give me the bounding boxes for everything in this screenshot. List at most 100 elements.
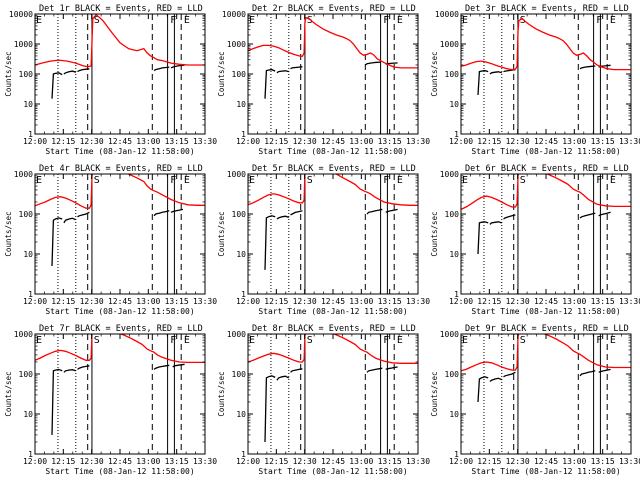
x-tick-label: 12:00 [236, 297, 260, 306]
x-axis-label: Start Time (08-Jan-12 11:58:00) [471, 147, 620, 156]
plot-area [461, 17, 631, 96]
panel-title: Det 7r BLACK = Events, RED = LLD [39, 324, 203, 334]
y-tick-label: 1 [454, 290, 459, 299]
x-tick-label: 13:15 [165, 137, 189, 146]
events-segment-3 [290, 66, 303, 70]
marker-s: S [307, 15, 313, 26]
events-segment-5 [598, 211, 611, 217]
x-tick-label: 12:15 [264, 297, 288, 306]
events-segment-2 [63, 369, 77, 373]
plot-frame [34, 333, 206, 455]
events-segment-5 [598, 368, 611, 373]
y-tick-label: 1000 [440, 170, 459, 179]
events-segment-1 [51, 72, 63, 99]
events-segment-4 [153, 66, 170, 72]
events-segment-2 [276, 375, 290, 381]
plot-area [461, 174, 631, 255]
x-tick-label: 12:45 [534, 297, 558, 306]
events-segment-4 [364, 61, 381, 66]
x-tick-label: 13:30 [193, 137, 217, 146]
x-tick-label: 13:30 [406, 137, 430, 146]
plot-area [248, 174, 418, 270]
y-tick-label: 1 [241, 130, 246, 139]
x-tick-label: 12:00 [236, 137, 260, 146]
events-segment-1 [477, 69, 489, 96]
plot-frame [460, 173, 632, 295]
x-tick-label: 13:00 [136, 297, 160, 306]
lld-line [461, 17, 631, 71]
x-tick-label: 13:15 [591, 137, 615, 146]
y-tick-label: 100 [232, 210, 247, 219]
x-tick-label: 13:15 [378, 137, 402, 146]
x-tick-label: 13:00 [349, 297, 373, 306]
y-tick-label: 100 [19, 210, 34, 219]
x-tick-label: 12:45 [108, 297, 132, 306]
y-tick-label: 1 [454, 130, 459, 139]
x-axis-label: Start Time (08-Jan-12 11:58:00) [471, 307, 620, 316]
events-segment-2 [276, 215, 290, 220]
events-segment-4 [366, 367, 383, 373]
y-tick-label: 100 [232, 70, 247, 79]
x-tick-label: 13:30 [619, 297, 640, 306]
panel-title: Det 4r BLACK = Events, RED = LLD [39, 164, 203, 174]
marker-e: E [610, 175, 616, 186]
events-segment-1 [264, 375, 276, 443]
marker-e: E [249, 335, 255, 346]
x-tick-label: 12:15 [51, 137, 75, 146]
x-tick-label: 12:45 [534, 457, 558, 466]
lld-line [35, 14, 205, 68]
marker-f: F [383, 175, 389, 186]
x-tick-label: 13:15 [591, 457, 615, 466]
marker-e: E [36, 15, 42, 26]
x-tick-label: 12:00 [449, 457, 473, 466]
x-tick-label: 12:45 [108, 457, 132, 466]
lld-line [248, 334, 418, 364]
events-segment-1 [51, 217, 63, 267]
events-segment-3 [77, 68, 90, 73]
x-tick-label: 13:15 [378, 297, 402, 306]
panel-title: Det 8r BLACK = Events, RED = LLD [252, 324, 416, 334]
x-tick-label: 12:30 [506, 457, 530, 466]
x-axis-label: Start Time (08-Jan-12 11:58:00) [45, 467, 194, 476]
x-tick-label: 12:00 [236, 457, 260, 466]
marker-f: F [170, 15, 176, 26]
y-axis-label: Counts/sec [217, 211, 226, 256]
lld-line [248, 16, 418, 69]
marker-s: S [520, 15, 526, 26]
y-tick-label: 100 [19, 370, 34, 379]
marker-e: E [397, 175, 403, 186]
x-tick-label: 13:30 [406, 297, 430, 306]
lld-line [248, 174, 418, 206]
plot-area [35, 174, 205, 267]
x-tick-label: 12:45 [321, 137, 345, 146]
x-tick-label: 12:00 [449, 297, 473, 306]
marker-e: E [462, 335, 468, 346]
x-axis-label: Start Time (08-Jan-12 11:58:00) [258, 147, 407, 156]
events-segment-2 [63, 70, 77, 75]
x-tick-label: 13:30 [619, 457, 640, 466]
y-axis-label: Counts/sec [4, 371, 13, 416]
x-tick-label: 13:30 [193, 457, 217, 466]
y-tick-label: 10 [23, 250, 33, 259]
y-tick-label: 10 [449, 250, 459, 259]
marker-f: F [383, 335, 389, 346]
x-tick-label: 13:00 [562, 297, 586, 306]
y-tick-label: 1 [28, 290, 33, 299]
x-tick-label: 12:00 [23, 137, 47, 146]
marker-e: E [184, 15, 190, 26]
marker-s: S [94, 15, 100, 26]
events-segment-4 [153, 210, 170, 217]
panel-title: Det 6r BLACK = Events, RED = LLD [465, 164, 629, 174]
panel-title: Det 5r BLACK = Events, RED = LLD [252, 164, 416, 174]
x-tick-label: 13:00 [136, 137, 160, 146]
events-segment-4 [579, 212, 596, 219]
y-tick-label: 1 [28, 450, 33, 459]
x-tick-label: 12:30 [80, 137, 104, 146]
marker-e: E [610, 15, 616, 26]
y-tick-label: 1000 [14, 40, 33, 49]
x-tick-label: 13:30 [193, 297, 217, 306]
events-segment-2 [489, 221, 503, 225]
